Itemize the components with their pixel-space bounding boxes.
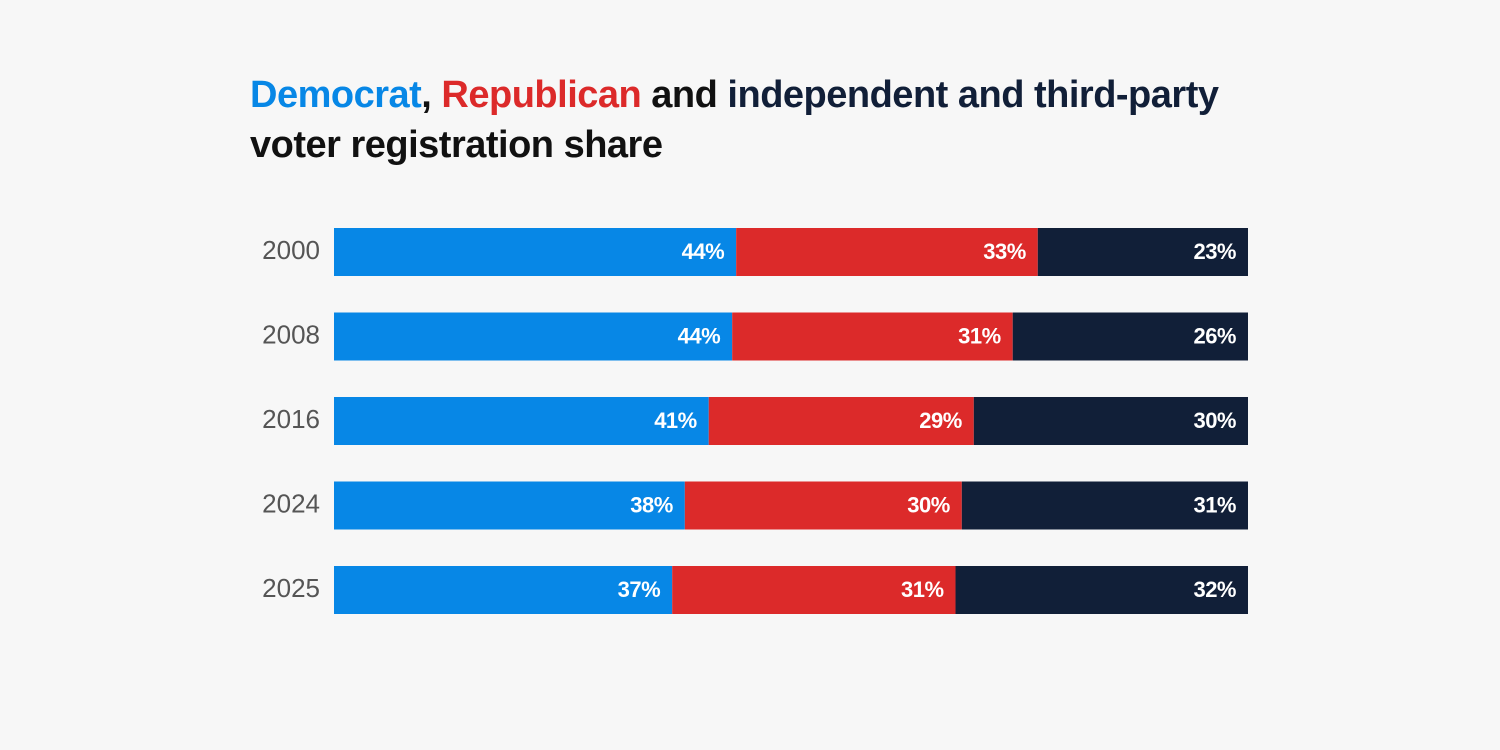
value-label: 29% [919, 408, 962, 433]
y-tick-label: 2008 [262, 319, 320, 349]
title-part: and [651, 74, 717, 116]
value-label: 33% [983, 239, 1026, 264]
value-label: 44% [678, 323, 721, 348]
bar-segment [1037, 228, 1248, 276]
bar-segment [732, 312, 1013, 361]
bar-segment [334, 397, 709, 445]
value-label: 30% [907, 492, 950, 517]
value-label: 44% [682, 239, 725, 264]
bar-segment [961, 481, 1248, 530]
value-label: 41% [654, 408, 697, 433]
value-label: 31% [1193, 492, 1236, 517]
value-label: 32% [1193, 577, 1236, 602]
value-label: 31% [958, 323, 1001, 348]
bar-segment [684, 481, 962, 530]
bar-segment [973, 397, 1248, 445]
y-tick-label: 2016 [262, 404, 320, 434]
bar-segment [1012, 312, 1248, 361]
title-republican: Republican [441, 74, 641, 116]
bar-segment [736, 228, 1038, 276]
bar-segment [708, 397, 974, 445]
title-part: , [421, 74, 431, 116]
value-label: 30% [1193, 408, 1236, 433]
y-tick-label: 2024 [262, 488, 320, 518]
bar-segment [334, 566, 673, 614]
value-label: 37% [618, 577, 661, 602]
bar-segment [334, 481, 685, 530]
bar-segment [334, 312, 733, 361]
bar-segment [334, 228, 737, 276]
value-label: 23% [1193, 239, 1236, 264]
value-label: 26% [1193, 323, 1236, 348]
title-independent: independent and third-party [727, 74, 1218, 116]
y-tick-label: 2025 [262, 573, 320, 603]
value-label: 31% [901, 577, 944, 602]
bar-segment [672, 566, 956, 614]
title-democrat: Democrat [250, 74, 422, 116]
value-label: 38% [630, 492, 673, 517]
bar-segment [955, 566, 1248, 614]
chart-title: Democrat, Republican and independent and… [250, 74, 1219, 116]
y-tick-label: 2000 [262, 235, 320, 265]
chart-title: voter registration share [250, 124, 662, 166]
